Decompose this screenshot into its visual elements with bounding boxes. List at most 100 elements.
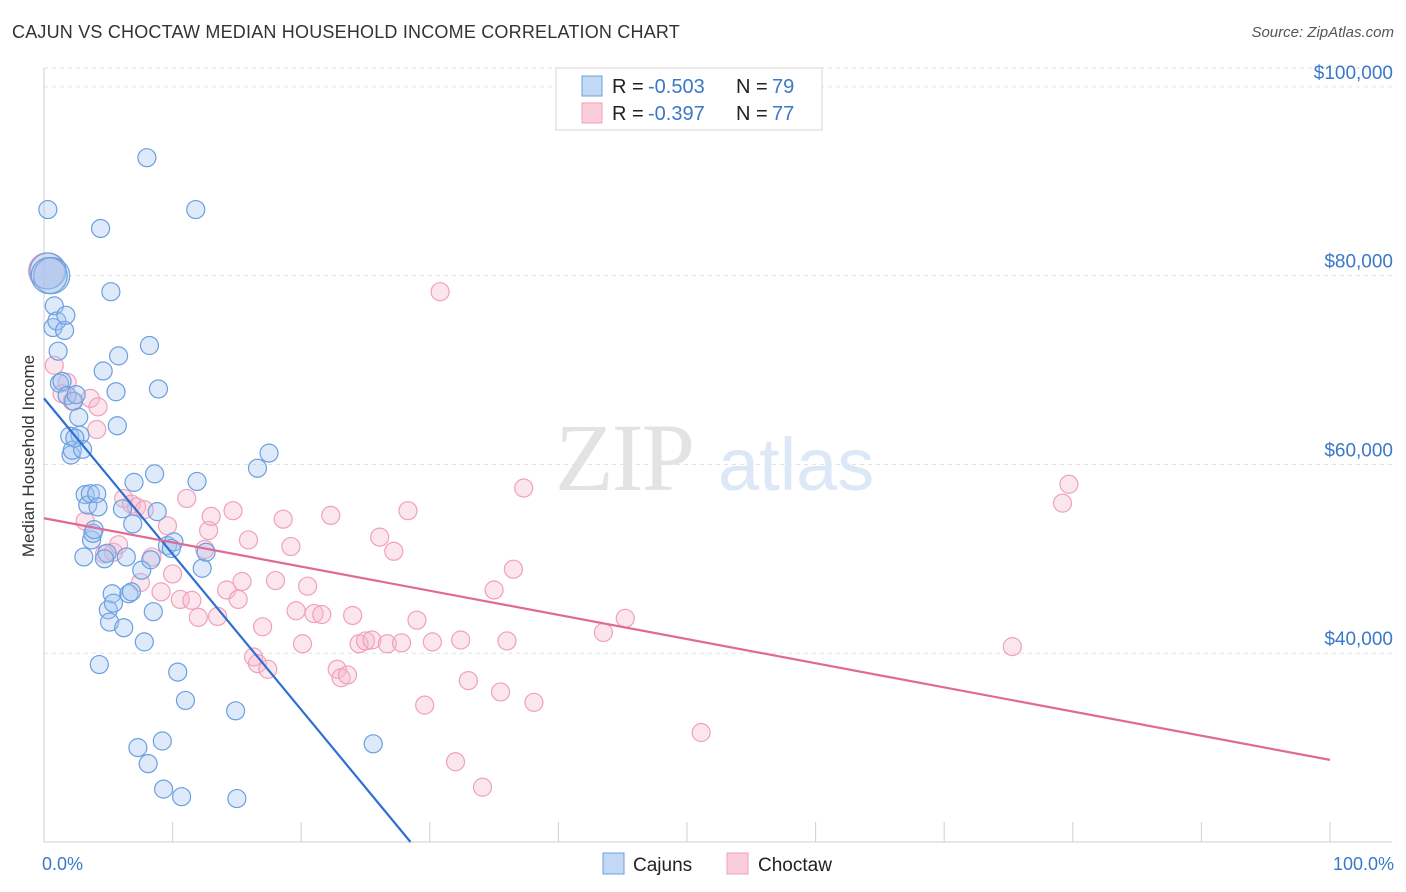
choctaw-point <box>265 570 286 591</box>
cajuns-point <box>144 464 165 484</box>
choctaw-point <box>370 527 390 547</box>
y-tick-label: $60,000 <box>1324 440 1393 461</box>
cajuns-point <box>363 734 383 754</box>
cajuns-point <box>139 335 160 356</box>
cajuns-point <box>187 471 207 492</box>
choctaw-point <box>355 631 376 651</box>
choctaw-point <box>182 590 202 610</box>
choctaw-point <box>273 509 293 529</box>
cajuns-point <box>148 379 169 399</box>
choctaw-point <box>377 634 397 654</box>
choctaw-point <box>497 631 517 651</box>
choctaw-point <box>415 695 435 715</box>
cajuns-point <box>62 440 82 460</box>
series-legend: Cajuns Choctaw <box>602 852 832 876</box>
choctaw-point <box>398 501 418 521</box>
choctaw-point <box>253 617 273 637</box>
trend-lines <box>43 397 1331 843</box>
choctaw-point <box>201 506 221 526</box>
x-tick-label-max: 100.0% <box>1333 854 1394 874</box>
choctaw-point <box>430 282 450 302</box>
choctaw-point <box>298 576 318 596</box>
legend-n-label-choctaw: N = <box>736 103 768 125</box>
y-axis-label: Median Household Income <box>19 355 38 557</box>
choctaw-point <box>514 478 534 498</box>
choctaw-point <box>615 608 635 628</box>
cajuns-point <box>66 384 86 405</box>
legend-n-value-choctaw: 77 <box>772 103 794 125</box>
choctaw-point <box>188 607 208 627</box>
cajuns-point <box>121 582 142 602</box>
series-legend-label-cajuns: Cajuns <box>633 855 692 876</box>
choctaw-point <box>691 722 711 743</box>
cajuns-point <box>137 148 157 168</box>
choctaw-point <box>88 397 108 417</box>
series-legend-swatch-cajuns <box>602 852 625 875</box>
choctaw-point <box>484 580 504 600</box>
watermark-atlas: atlas <box>718 423 874 506</box>
choctaw-point <box>451 630 471 650</box>
choctaw-points <box>27 252 1079 797</box>
choctaw-point <box>321 505 341 526</box>
choctaw-point <box>286 601 306 621</box>
cajuns-point <box>186 199 206 220</box>
x-tick-label-min: 0.0% <box>42 854 83 874</box>
cajuns-point <box>90 218 111 239</box>
cajuns-point <box>70 425 90 445</box>
series-legend-label-choctaw: Choctaw <box>758 855 832 876</box>
axes <box>43 68 1392 843</box>
cajuns-point <box>192 558 212 578</box>
cajuns-trend-line <box>43 397 412 843</box>
cajuns-point <box>124 472 144 492</box>
legend: R = -0.503 N = 79 R = -0.397 N = 77 <box>555 67 823 131</box>
cajuns-point <box>172 787 192 807</box>
cajuns-point <box>98 600 118 620</box>
cajuns-point <box>143 602 163 622</box>
choctaw-point <box>445 752 466 772</box>
choctaw-point <box>223 501 243 521</box>
cajuns-point <box>112 499 133 519</box>
cajuns-point <box>123 514 143 534</box>
choctaw-point <box>1002 637 1022 657</box>
choctaw-point <box>151 582 171 602</box>
cajuns-point <box>138 754 158 774</box>
cajuns-point <box>107 416 127 436</box>
choctaw-point <box>490 682 511 702</box>
choctaw-point <box>87 419 107 440</box>
cajuns-point <box>128 738 148 758</box>
gridlines <box>44 67 1392 654</box>
watermark-zip: ZIP <box>555 404 693 511</box>
choctaw-trend-line <box>43 517 1331 761</box>
choctaw-point <box>384 541 404 561</box>
cajuns-point <box>147 502 167 522</box>
choctaw-point <box>524 692 544 712</box>
cajuns-point <box>247 458 268 478</box>
series-legend-swatch-choctaw <box>726 852 749 875</box>
choctaw-point <box>337 665 358 685</box>
cajuns-point <box>153 779 174 799</box>
cajuns-point <box>56 305 76 325</box>
cajuns-point <box>93 361 113 381</box>
source-label: Source: ZipAtlas.com <box>1251 24 1394 41</box>
choctaw-point <box>593 622 614 643</box>
choctaw-point <box>199 520 219 541</box>
legend-r-label-cajuns: R = <box>612 76 644 98</box>
choctaw-point <box>228 589 248 610</box>
cajuns-point <box>54 320 75 341</box>
cajuns-point <box>52 371 72 391</box>
cajuns-point <box>152 731 172 751</box>
cajuns-point <box>94 549 115 569</box>
legend-n-label-cajuns: N = <box>736 76 768 98</box>
choctaw-point <box>177 488 197 509</box>
cajuns-point <box>101 282 121 302</box>
cajuns-point <box>106 382 126 402</box>
legend-r-value-cajuns: -0.503 <box>648 76 705 98</box>
choctaw-point <box>407 610 427 630</box>
legend-r-value-choctaw: -0.397 <box>648 103 705 125</box>
cajuns-point <box>103 593 124 613</box>
choctaw-point <box>304 603 324 624</box>
choctaw-point <box>247 654 268 674</box>
cajuns-point <box>99 612 120 632</box>
cajuns-point <box>134 632 154 652</box>
